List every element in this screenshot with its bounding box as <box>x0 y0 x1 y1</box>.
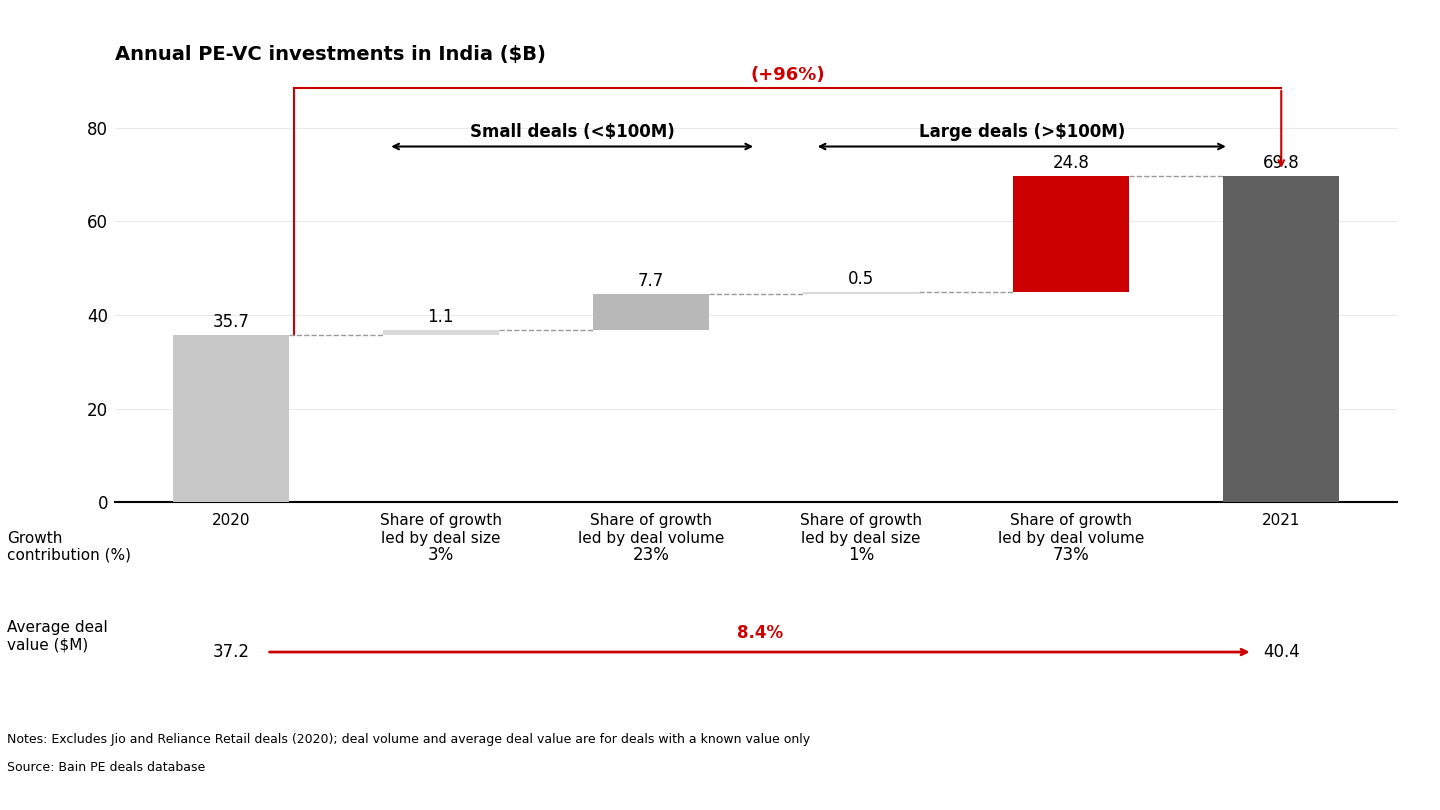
Bar <box>173 335 288 502</box>
Text: Average deal
value ($M): Average deal value ($M) <box>7 620 108 652</box>
Bar <box>1224 176 1339 502</box>
Text: 37.2: 37.2 <box>212 643 249 661</box>
Text: Notes: Excludes Jio and Reliance Retail deals (2020); deal volume and average de: Notes: Excludes Jio and Reliance Retail … <box>7 733 811 746</box>
Bar <box>383 330 498 335</box>
Text: 73%: 73% <box>1053 546 1090 564</box>
Text: Growth
contribution (%): Growth contribution (%) <box>7 531 131 563</box>
Text: 40.4: 40.4 <box>1263 643 1300 661</box>
Text: 1%: 1% <box>848 546 874 564</box>
Text: Source: Bain PE deals database: Source: Bain PE deals database <box>7 761 206 774</box>
Text: 69.8: 69.8 <box>1263 154 1300 172</box>
Text: Large deals (>$100M): Large deals (>$100M) <box>919 123 1125 141</box>
Text: 35.7: 35.7 <box>212 313 249 331</box>
Text: 7.7: 7.7 <box>638 272 664 290</box>
Text: 23%: 23% <box>632 546 670 564</box>
Text: 1.1: 1.1 <box>428 309 454 326</box>
Text: 8.4%: 8.4% <box>736 625 783 642</box>
Text: Annual PE-VC investments in India ($B): Annual PE-VC investments in India ($B) <box>115 45 546 63</box>
Bar <box>593 294 708 330</box>
Bar <box>804 292 919 294</box>
Text: (+96%): (+96%) <box>750 66 825 84</box>
Text: Small deals (<$100M): Small deals (<$100M) <box>469 123 674 141</box>
Text: 24.8: 24.8 <box>1053 154 1090 172</box>
Text: 0.5: 0.5 <box>848 270 874 288</box>
Text: 3%: 3% <box>428 546 454 564</box>
Bar <box>1014 176 1129 292</box>
